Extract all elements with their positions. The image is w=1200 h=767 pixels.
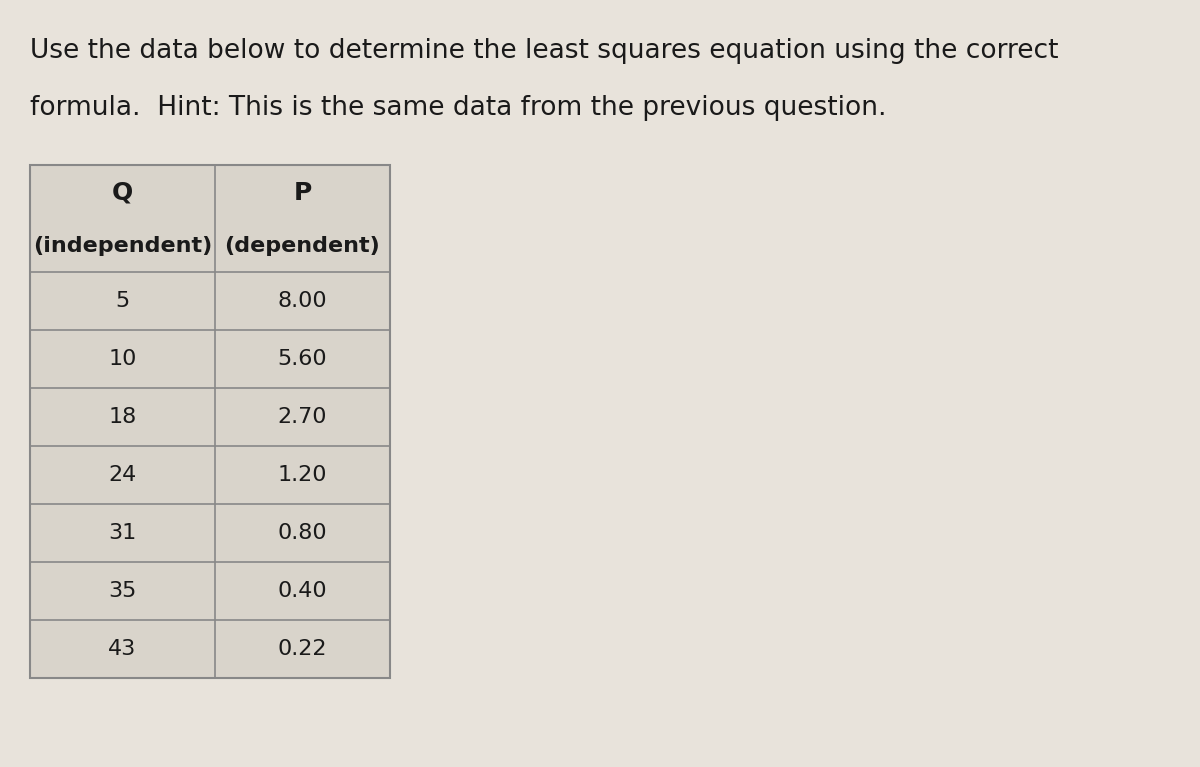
Text: 5.60: 5.60 bbox=[277, 349, 328, 369]
Bar bbox=[30, 165, 390, 678]
Text: 5: 5 bbox=[115, 291, 130, 311]
Text: 35: 35 bbox=[108, 581, 137, 601]
Bar bbox=[30, 165, 390, 678]
Text: 31: 31 bbox=[108, 523, 137, 543]
Text: Use the data below to determine the least squares equation using the correct: Use the data below to determine the leas… bbox=[30, 38, 1058, 64]
Text: (dependent): (dependent) bbox=[224, 236, 380, 256]
Text: 0.80: 0.80 bbox=[277, 523, 328, 543]
Text: 24: 24 bbox=[108, 465, 137, 485]
Text: 0.40: 0.40 bbox=[277, 581, 328, 601]
Text: (independent): (independent) bbox=[32, 236, 212, 256]
Text: P: P bbox=[293, 180, 312, 205]
Text: 1.20: 1.20 bbox=[277, 465, 328, 485]
Text: Q: Q bbox=[112, 180, 133, 205]
Text: 2.70: 2.70 bbox=[277, 407, 328, 427]
Text: 0.22: 0.22 bbox=[277, 639, 328, 659]
Text: 43: 43 bbox=[108, 639, 137, 659]
Text: 10: 10 bbox=[108, 349, 137, 369]
Text: formula.  Hint: This is the same data from the previous question.: formula. Hint: This is the same data fro… bbox=[30, 95, 887, 121]
Text: 18: 18 bbox=[108, 407, 137, 427]
Text: 8.00: 8.00 bbox=[277, 291, 328, 311]
